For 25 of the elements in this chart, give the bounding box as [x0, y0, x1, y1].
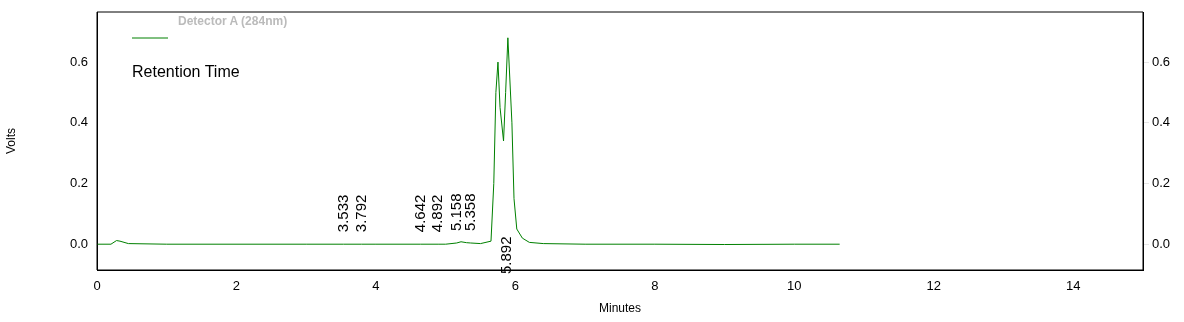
y-tick-label: 0.2: [69, 175, 88, 191]
x-tick-label: 12: [926, 278, 942, 294]
y-tick-label: 0.6: [69, 53, 88, 69]
y2-tick-label: 0.2: [1152, 175, 1171, 191]
y-tick-label: 0.0: [69, 235, 88, 251]
x-tick-label: 6: [511, 278, 520, 294]
text: Detector A (284nm): [178, 14, 288, 29]
x-tick-label: 4: [372, 278, 380, 294]
annotation: 3.533: [333, 194, 351, 233]
annotation: 3.792: [351, 194, 369, 233]
annotation: 4.642: [410, 194, 428, 233]
x-tick-label: 14: [1066, 278, 1081, 294]
y2-tick-label: 0.6: [1152, 53, 1171, 69]
y-tick-label: 0.4: [69, 114, 88, 130]
x-tick-label: 2: [232, 278, 241, 294]
annotation: 5.892: [497, 236, 515, 274]
x-tick-label: 8: [651, 278, 659, 294]
y2-tick-label: 0.0: [1152, 235, 1171, 251]
x-axis-title: Minutes: [598, 301, 642, 316]
x-tick-label: 10: [787, 278, 802, 294]
x-tick-label: 0: [93, 278, 101, 294]
y2-tick-label: 0.4: [1152, 114, 1171, 130]
annotation: 4.892: [428, 194, 446, 233]
y-axis-title: Volts: [3, 127, 18, 155]
legend-title: Retention Time: [132, 63, 240, 81]
